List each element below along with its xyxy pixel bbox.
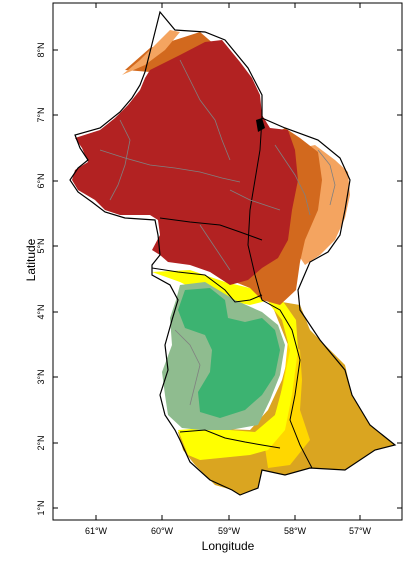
sub-boundary-5	[317, 149, 336, 206]
sub-boundary-8	[229, 189, 281, 211]
y-tick-label: 5°N	[36, 238, 46, 253]
coastal-feature	[256, 118, 265, 132]
x-tick-label: 59°W	[218, 526, 241, 536]
x-tick-label: 57°W	[349, 526, 372, 536]
y-tick-label: 6°N	[36, 173, 46, 188]
x-tick-label: 60°W	[151, 526, 174, 536]
sub-boundary-3	[109, 119, 131, 201]
region-dark-orange	[235, 128, 322, 305]
region-dark-red	[72, 40, 298, 285]
y-tick-label: 8°N	[36, 42, 46, 57]
boundary-line-south	[179, 429, 281, 449]
boundary-line-west	[151, 267, 263, 303]
region-light-orange-north	[122, 30, 180, 75]
y-tick-label: 1°N	[36, 500, 46, 515]
y-tick-label: 2°N	[36, 435, 46, 450]
x-tick-label: 61°W	[85, 526, 108, 536]
y-tick-label: 3°N	[36, 369, 46, 384]
x-ticks	[95, 3, 361, 520]
x-tick-label: 58°W	[284, 526, 307, 536]
y-ticks	[53, 49, 402, 509]
sub-boundary-4	[274, 144, 311, 216]
boundary-line-mid	[159, 217, 263, 241]
sub-boundary-2	[179, 59, 231, 161]
country-boundary	[69, 10, 397, 496]
sub-boundary-1	[99, 149, 241, 183]
region-green	[178, 288, 280, 418]
y-axis-title: Latitude	[24, 238, 38, 281]
interior-boundaries	[151, 117, 313, 469]
y-tick-label: 4°N	[36, 304, 46, 319]
sub-boundaries	[99, 59, 336, 406]
sub-boundary-7	[199, 224, 231, 271]
map-regions	[72, 30, 395, 495]
y-tick-label: 7°N	[36, 107, 46, 122]
region-yellow-west	[178, 290, 298, 460]
sub-boundary-6	[174, 329, 201, 406]
x-axis-title: Longitude	[202, 539, 255, 553]
boundary-line-east	[247, 117, 313, 469]
